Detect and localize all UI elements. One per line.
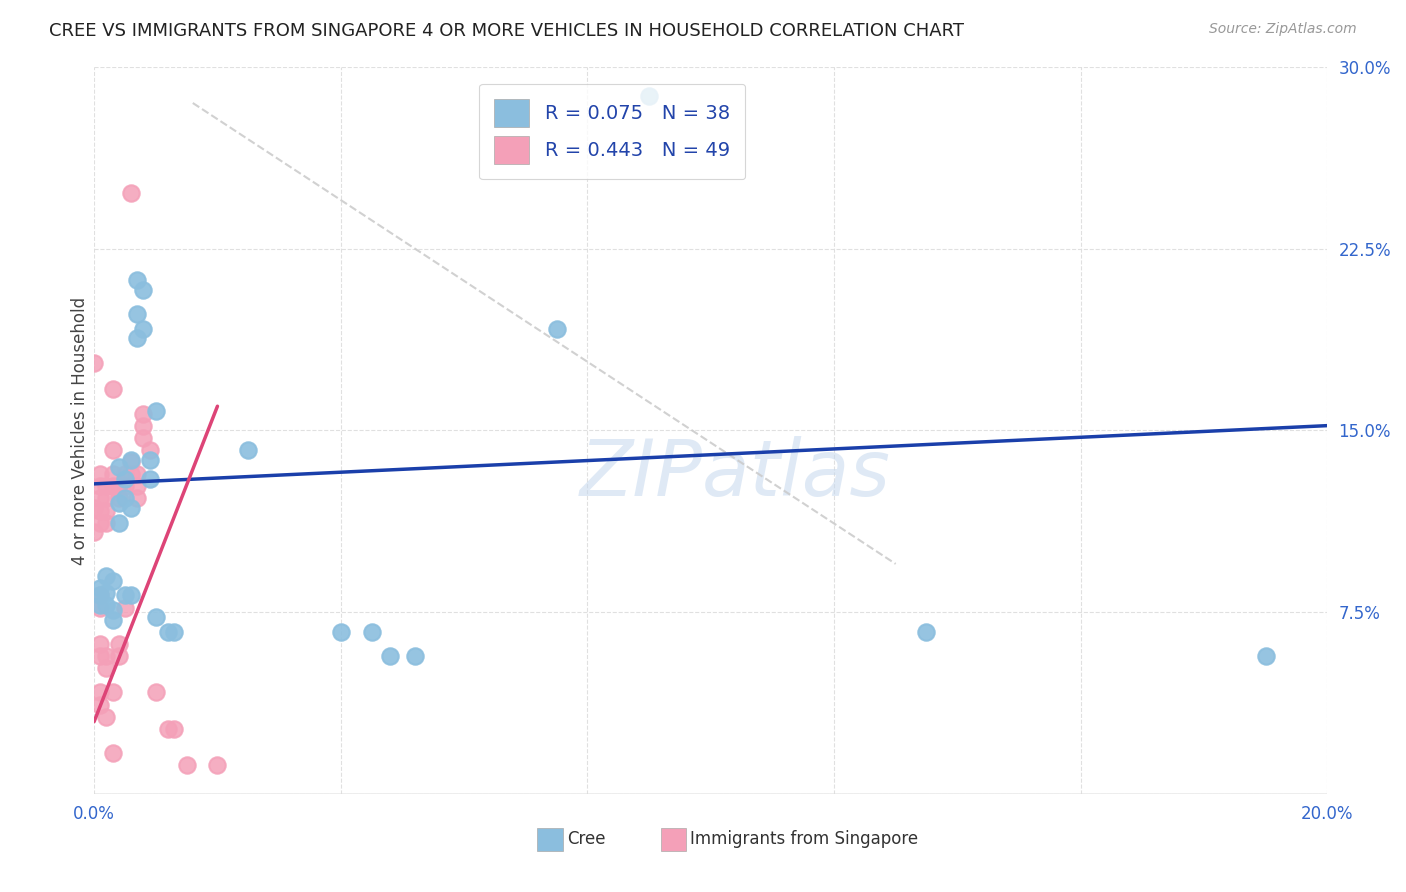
Point — [101, 479, 124, 493]
Point — [96, 649, 118, 664]
Point — [89, 600, 111, 615]
Point — [176, 758, 198, 772]
Point — [546, 321, 568, 335]
Point — [138, 452, 160, 467]
Point — [127, 467, 149, 482]
Point — [114, 467, 136, 482]
Point — [132, 321, 155, 335]
Point — [101, 613, 124, 627]
Point — [83, 355, 105, 369]
Point — [89, 581, 111, 595]
Point — [101, 382, 124, 396]
Point — [96, 661, 118, 675]
Point — [127, 491, 149, 506]
Point — [157, 722, 180, 736]
Point — [145, 610, 167, 624]
Point — [378, 649, 401, 664]
Point — [83, 525, 105, 540]
Point — [138, 442, 160, 457]
Point — [107, 516, 129, 530]
Point — [120, 452, 142, 467]
Point — [89, 698, 111, 712]
Text: CREE VS IMMIGRANTS FROM SINGAPORE 4 OR MORE VEHICLES IN HOUSEHOLD CORRELATION CH: CREE VS IMMIGRANTS FROM SINGAPORE 4 OR M… — [49, 22, 965, 40]
Point — [132, 283, 155, 297]
Point — [127, 479, 149, 493]
Point — [89, 589, 111, 603]
Point — [101, 467, 124, 482]
Point — [114, 491, 136, 506]
Point — [89, 467, 111, 482]
Point — [89, 516, 111, 530]
Point — [89, 589, 111, 603]
Point — [1254, 649, 1277, 664]
Point — [96, 569, 118, 583]
Point — [915, 624, 938, 639]
Point — [89, 637, 111, 651]
Point — [157, 624, 180, 639]
Point — [107, 496, 129, 510]
Point — [132, 418, 155, 433]
Point — [89, 491, 111, 506]
Point — [207, 758, 229, 772]
Point — [89, 598, 111, 612]
Text: Source: ZipAtlas.com: Source: ZipAtlas.com — [1209, 22, 1357, 37]
Point — [96, 586, 118, 600]
Point — [120, 186, 142, 200]
Point — [127, 331, 149, 345]
Point — [89, 479, 111, 493]
Point — [96, 491, 118, 506]
Point — [96, 598, 118, 612]
Point — [120, 589, 142, 603]
Point — [114, 472, 136, 486]
Point — [107, 479, 129, 493]
Point — [163, 624, 186, 639]
Text: Cree: Cree — [567, 830, 606, 848]
Point — [120, 455, 142, 469]
Point — [120, 467, 142, 482]
Point — [329, 624, 352, 639]
Point — [107, 459, 129, 474]
Point — [107, 637, 129, 651]
Point — [238, 442, 260, 457]
Point — [89, 685, 111, 699]
Y-axis label: 4 or more Vehicles in Household: 4 or more Vehicles in Household — [72, 296, 89, 565]
Point — [101, 746, 124, 760]
Legend: R = 0.075   N = 38, R = 0.443   N = 49: R = 0.075 N = 38, R = 0.443 N = 49 — [478, 84, 745, 179]
Point — [132, 431, 155, 445]
Point — [114, 589, 136, 603]
Text: Immigrants from Singapore: Immigrants from Singapore — [690, 830, 918, 848]
Point — [145, 404, 167, 418]
Text: ZIPatlas: ZIPatlas — [579, 436, 891, 512]
Point — [163, 722, 186, 736]
Point — [89, 649, 111, 664]
Point — [404, 649, 426, 664]
Point — [120, 501, 142, 516]
Point — [145, 685, 167, 699]
Point — [114, 479, 136, 493]
Point — [96, 479, 118, 493]
Point — [138, 472, 160, 486]
Point — [101, 603, 124, 617]
Point — [96, 710, 118, 724]
Point — [101, 685, 124, 699]
Point — [132, 407, 155, 421]
Point — [89, 503, 111, 517]
Point — [127, 307, 149, 321]
Point — [96, 503, 118, 517]
Point — [114, 600, 136, 615]
Point — [360, 624, 382, 639]
Point — [107, 491, 129, 506]
Point — [83, 501, 105, 516]
Point — [638, 88, 661, 103]
Point — [101, 442, 124, 457]
Point — [127, 273, 149, 287]
Point — [107, 649, 129, 664]
Point — [101, 574, 124, 588]
Point — [96, 516, 118, 530]
